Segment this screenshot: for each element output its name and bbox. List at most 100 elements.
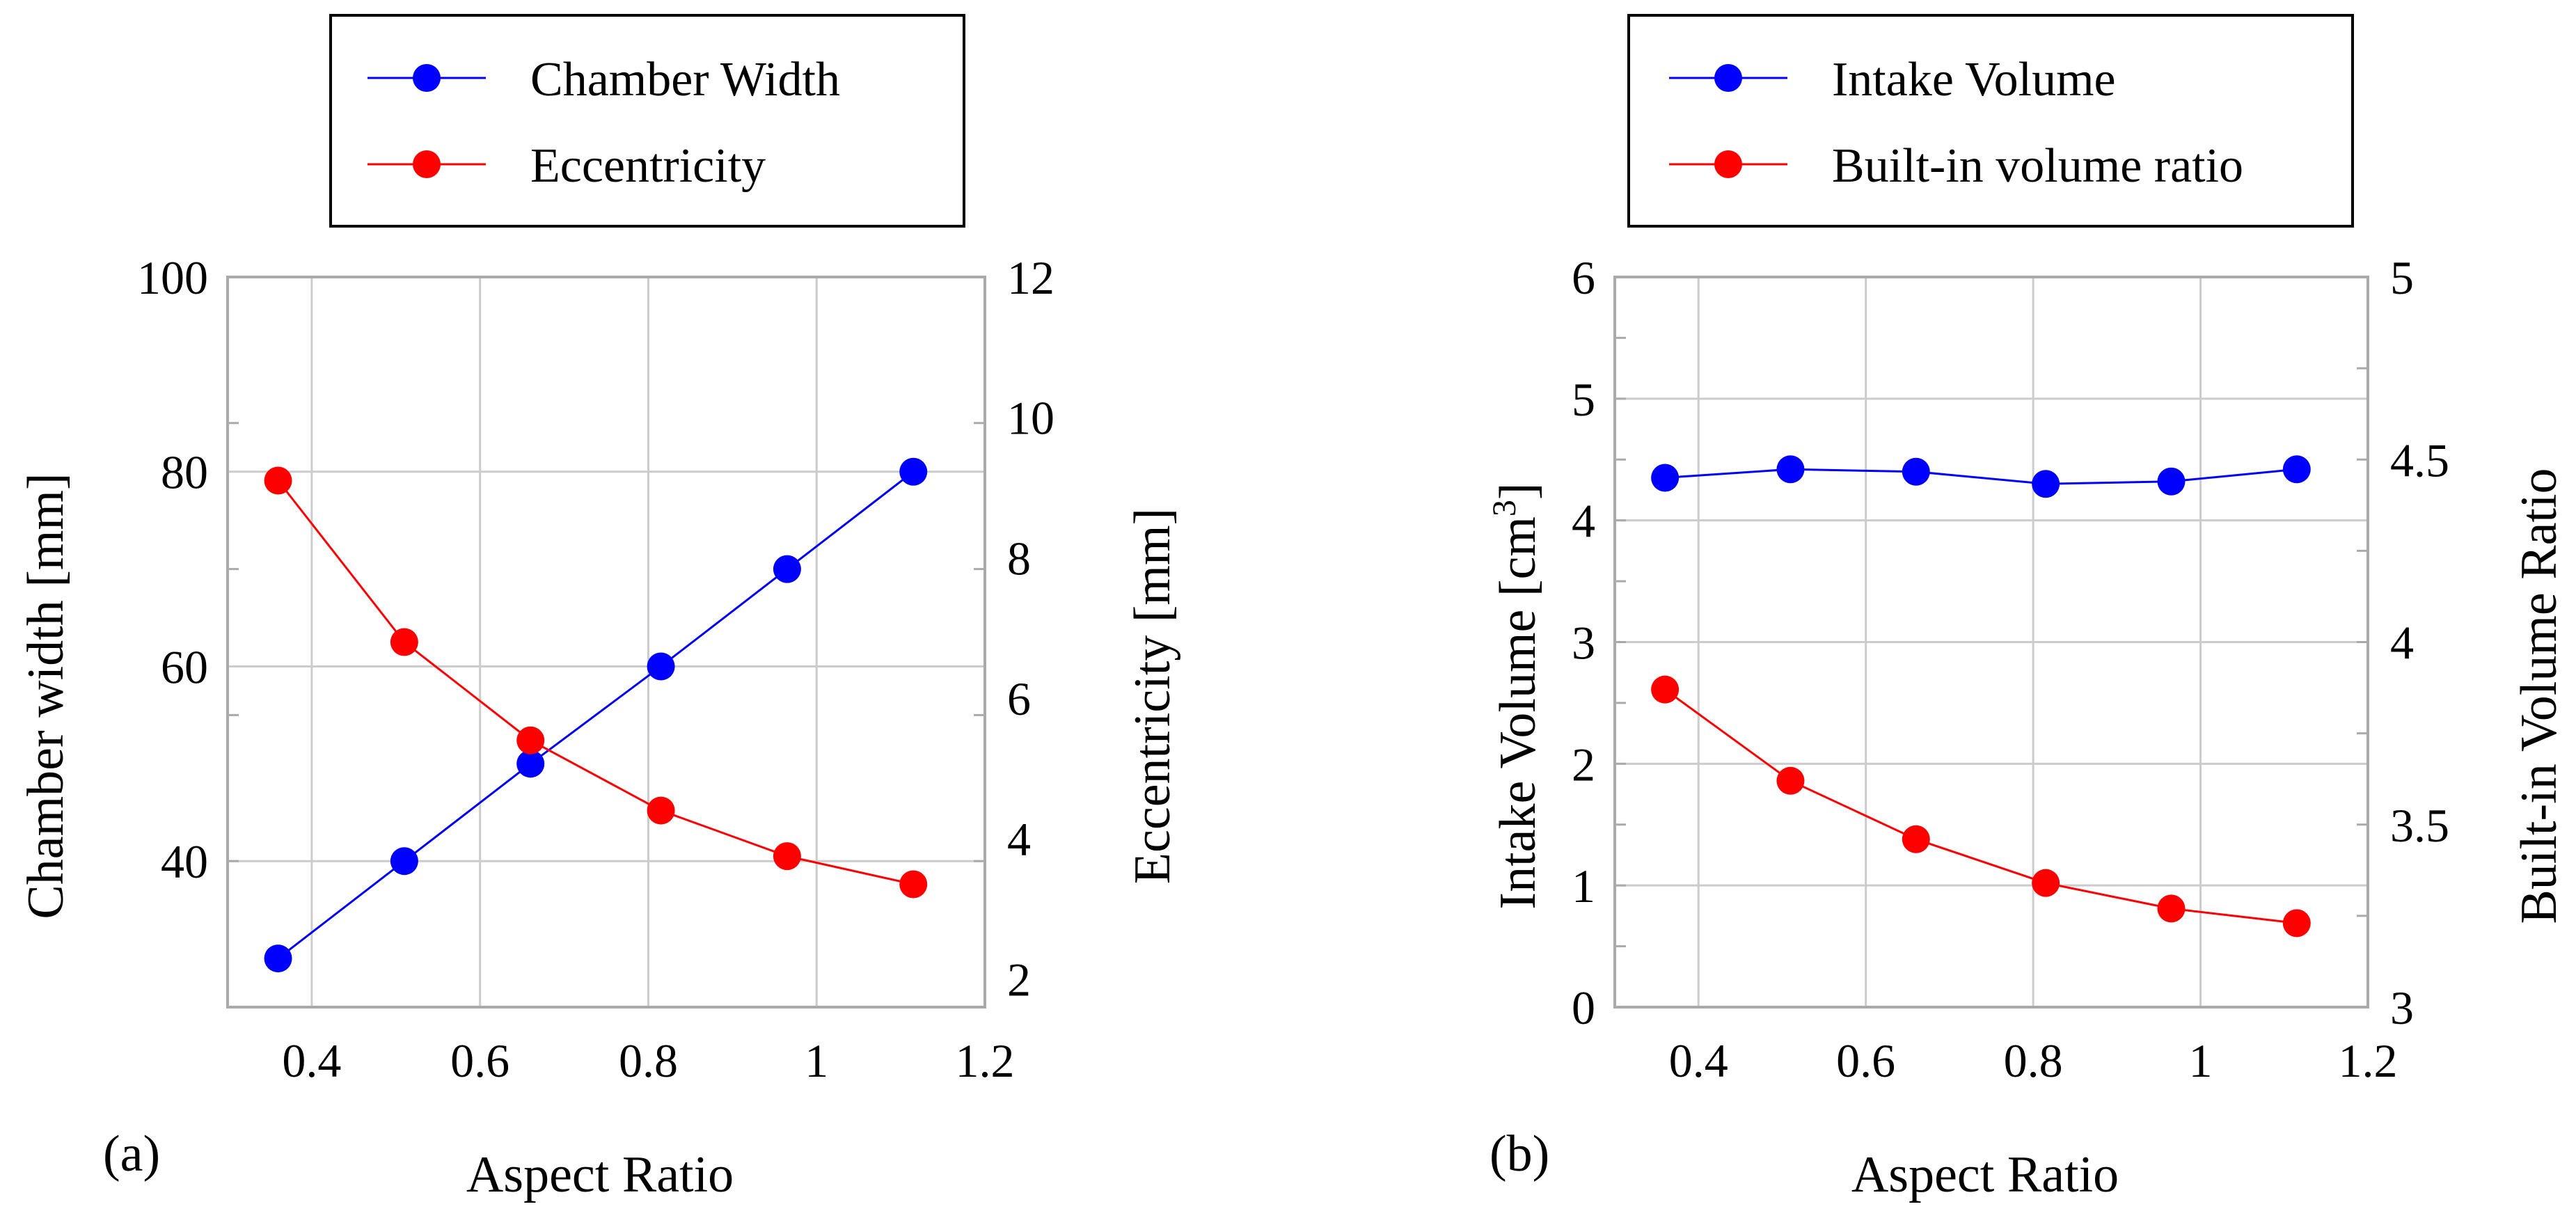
y-tick-label: 2 [1572,738,1595,791]
legend-label-intake-volume: Intake Volume [1832,53,2116,106]
y-tick-label: 1 [1572,860,1595,912]
x-tick-label: 0.8 [2004,1034,2063,1087]
y-tick-label: 100 [137,251,208,304]
x-tick-label: 1.2 [956,1034,1015,1087]
y2-tick-label: 10 [1007,392,1054,445]
y-tick-label: 60 [161,640,208,693]
y2-axis-label: Built-in Volume Ratio [2511,468,2568,924]
y2-tick-label: 3.5 [2390,799,2449,852]
x-axis-label: Aspect Ratio [1851,1146,2119,1203]
minor-ticks [228,276,985,1009]
panel-label: (a) [103,1125,160,1183]
y-tick-label: 0 [1572,981,1595,1034]
chart-panel-b: 0.4 0.6 0.8 1 1.2 0 1 2 3 4 5 6 3 3.5 4 4.5 5 Aspect R… [1486,14,2568,1203]
data-point-chamber-width [773,555,801,583]
data-point-eccentricity [390,628,418,656]
y2-tick-label: 3 [2390,981,2414,1034]
x-tick-label: 0.4 [1669,1034,1728,1087]
series-line-chamber-width [277,470,915,960]
y2-tick-labels: 2 4 6 8 10 12 [1007,251,1054,1006]
data-point-chamber-width [647,652,675,681]
data-point-eccentricity [516,726,545,754]
data-point-chamber-width [899,457,928,486]
data-point-built-in-volume-ratio [1776,766,1805,795]
legend-marker-eccentricity [413,150,441,178]
legend-marker-built-in-volume-ratio [1714,150,1742,178]
y-tick-label: 5 [1572,373,1595,426]
y-tick-labels: 0 1 2 3 4 5 6 [1572,251,1595,1034]
series-line-intake-volume [1665,468,2297,485]
data-point-eccentricity [647,796,675,825]
plot-area-border [226,276,986,1009]
data-point-chamber-width [390,847,418,876]
chart-panel-a: 0.4 0.6 0.8 1 1.2 40 60 80 100 2 4 6 8 10 12 Aspect … [17,14,1181,1203]
y2-tick-label: 4.5 [2390,434,2449,487]
series-group [264,457,928,973]
series-line-eccentricity [277,480,914,885]
minor-ticks [1615,276,2368,1009]
data-point-intake-volume [2032,470,2060,498]
data-point-built-in-volume-ratio [2157,894,2186,923]
data-point-built-in-volume-ratio [1902,825,1930,853]
y-tick-label: 6 [1572,251,1595,304]
data-point-built-in-volume-ratio [1651,675,1680,704]
data-point-intake-volume [2282,455,2311,484]
data-point-built-in-volume-ratio [2032,869,2060,897]
data-point-intake-volume [2157,467,2186,496]
y-axis-label-main: Intake Volume [cm [1490,516,1547,909]
x-tick-labels: 0.4 0.6 0.8 1 1.2 [1669,1034,2398,1087]
y-tick-label: 40 [161,835,208,888]
legend-label-chamber-width: Chamber Width [530,53,840,106]
data-point-chamber-width [516,750,545,778]
y-tick-label: 4 [1572,495,1595,548]
grid-lines [1615,276,2369,1009]
y2-tick-label: 6 [1007,672,1031,725]
data-point-intake-volume [1776,455,1805,484]
y-tick-label: 80 [161,446,208,499]
legend-label-built-in-volume-ratio: Built-in volume ratio [1832,139,2243,193]
data-point-eccentricity [899,870,928,899]
panel-label: (b) [1490,1125,1549,1183]
y-axis-label: Intake Volume [cm3] [1486,482,1547,909]
y2-tick-label: 4 [2390,617,2414,670]
legend-marker-chamber-width [413,64,441,92]
x-tick-label: 1 [805,1034,828,1087]
legend-label-eccentricity: Eccentricity [530,139,766,193]
data-point-intake-volume [1651,464,1680,492]
x-tick-label: 0.6 [1836,1034,1895,1087]
legend: Chamber Width Eccentricity [329,14,965,228]
x-tick-label: 1 [2189,1034,2213,1087]
x-tick-labels: 0.4 0.6 0.8 1 1.2 [282,1034,1014,1087]
x-tick-label: 0.6 [450,1034,509,1087]
legend-box [329,14,965,228]
y-tick-label: 3 [1572,617,1595,670]
data-point-eccentricity [773,842,801,871]
y-tick-labels: 40 60 80 100 [137,251,208,888]
x-tick-label: 0.4 [282,1034,341,1087]
y2-tick-label: 4 [1007,813,1031,866]
y-axis-label-tail: ] [1490,482,1547,500]
plot-frame [226,276,986,1009]
y-axis-label: Chamber width [mm] [17,473,74,919]
x-tick-label: 0.8 [619,1034,678,1087]
legend-marker-intake-volume [1714,64,1742,92]
x-tick-label: 1.2 [2339,1034,2398,1087]
y2-tick-label: 5 [2390,251,2414,304]
grid-lines [228,276,986,1007]
y2-tick-label: 2 [1007,954,1031,1006]
data-point-eccentricity [264,466,292,495]
x-axis-label: Aspect Ratio [466,1146,734,1203]
y2-tick-label: 8 [1007,532,1031,585]
data-point-intake-volume [1902,457,1930,486]
y2-axis-label: Eccentricity [mm] [1124,508,1181,884]
legend: Intake Volume Built-in volume ratio [1627,14,2354,228]
y2-tick-labels: 3 3.5 4 4.5 5 [2390,251,2449,1034]
y-axis-label-superscript: 3 [1486,500,1523,516]
data-point-built-in-volume-ratio [2282,909,2311,938]
data-point-chamber-width [264,944,292,973]
legend-box [1627,14,2354,228]
series-line-built-in-volume-ratio [1664,688,2297,924]
series-group [1651,455,2311,938]
y2-tick-label: 12 [1007,251,1054,304]
